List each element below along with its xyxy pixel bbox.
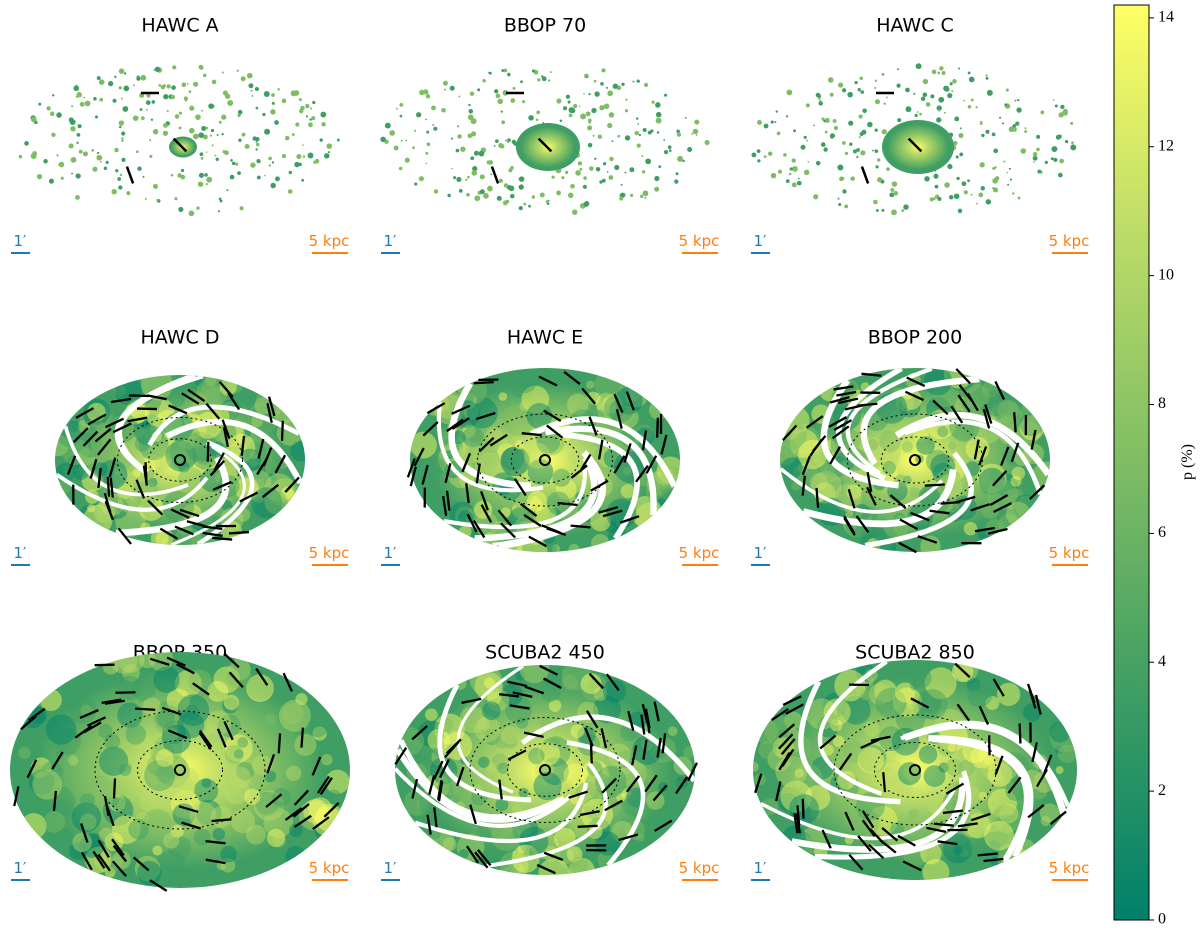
- angle-scale-label: 1′: [14, 232, 28, 250]
- panel-title: HAWC E: [507, 327, 583, 349]
- distance-scale-label: 5 kpc: [1049, 859, 1090, 877]
- colorbar-tick-label: 4: [1158, 653, 1166, 670]
- polarization-map: [380, 68, 710, 215]
- distance-scale-label: 5 kpc: [679, 859, 720, 877]
- angle-scale-label: 1′: [754, 544, 768, 562]
- colorbar-tick-label: 10: [1158, 266, 1174, 283]
- angle-scale-label: 1′: [384, 232, 398, 250]
- panel-title: BBOP 200: [868, 327, 962, 349]
- polarization-map: [394, 664, 698, 875]
- panel-title: HAWC C: [876, 15, 954, 37]
- polarization-map: [406, 368, 680, 552]
- panel-title: SCUBA2 450: [485, 642, 605, 664]
- panel: SCUBA2 450 1′ 5 kpc: [381, 642, 720, 881]
- panel: HAWC D 1′ 5 kpc: [11, 327, 349, 566]
- distance-scale-label: 5 kpc: [1049, 544, 1090, 562]
- angle-scale-label: 1′: [754, 232, 768, 250]
- colorbar-tick-label: 14: [1158, 9, 1174, 26]
- panels: HAWC A 1′ 5 kpc BBOP 70 1′ 5 kpc HAWC C 1′ 5 kpc…: [10, 15, 1090, 892]
- polarization-map: [751, 63, 1077, 216]
- angle-scale-label: 1′: [384, 544, 398, 562]
- distance-scale-label: 5 kpc: [679, 544, 720, 562]
- distance-scale-label: 5 kpc: [1049, 232, 1090, 250]
- distance-scale-label: 5 kpc: [309, 859, 350, 877]
- panel: SCUBA2 850 1′ 5 kpc: [751, 642, 1090, 881]
- polarization-map: [55, 375, 305, 545]
- colorbar-tick-label: 6: [1158, 524, 1166, 541]
- panel-title: BBOP 70: [504, 15, 586, 37]
- panel: HAWC C 1′ 5 kpc: [751, 15, 1089, 254]
- polarization-map: [10, 652, 350, 892]
- panel: HAWC E 1′ 5 kpc: [381, 327, 720, 566]
- panel-title: SCUBA2 850: [855, 642, 975, 664]
- colorbar-label: p (%): [1179, 444, 1196, 480]
- panel-title: HAWC A: [141, 15, 218, 37]
- distance-scale-label: 5 kpc: [679, 232, 720, 250]
- panel: BBOP 3501′5 kpc: [10, 642, 350, 892]
- colorbar-tick-label: 0: [1158, 911, 1166, 928]
- panel: HAWC A 1′ 5 kpc: [11, 15, 349, 254]
- colorbar-tick-label: 8: [1158, 395, 1166, 412]
- panel: BBOP 70 1′ 5 kpc: [380, 15, 719, 254]
- angle-scale-label: 1′: [14, 544, 28, 562]
- colorbar-tick-label: 12: [1158, 137, 1174, 154]
- distance-scale-label: 5 kpc: [309, 232, 350, 250]
- angle-scale-label: 1′: [14, 859, 28, 877]
- colorbar: [1113, 4, 1150, 921]
- panel-title: HAWC D: [141, 327, 220, 349]
- distance-scale-label: 5 kpc: [309, 544, 350, 562]
- angle-scale-label: 1′: [754, 859, 768, 877]
- polarization-map: [753, 660, 1077, 880]
- polarization-map: [780, 368, 1050, 554]
- colorbar-tick-label: 2: [1158, 782, 1166, 799]
- polarization-map: [18, 64, 340, 217]
- angle-scale-label: 1′: [384, 859, 398, 877]
- panel: BBOP 200 1′ 5 kpc: [751, 327, 1089, 566]
